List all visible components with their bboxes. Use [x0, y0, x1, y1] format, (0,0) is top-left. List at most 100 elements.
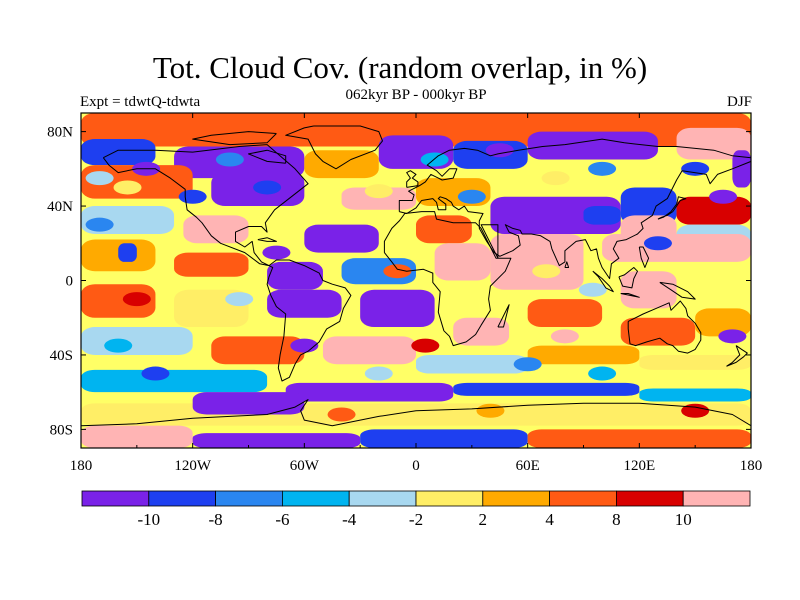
coastline: [248, 149, 287, 164]
colorbar-swatch: [682, 490, 751, 507]
colorbar-swatch: [281, 490, 350, 507]
anomaly-patch: [527, 345, 640, 365]
anomaly-patch: [81, 369, 268, 393]
anomaly-cell: [457, 189, 486, 204]
coastline: [81, 399, 751, 427]
y-tick-label: 80N: [47, 125, 73, 141]
anomaly-cell: [85, 171, 114, 186]
anomaly-patch: [285, 382, 454, 402]
anomaly-patch: [490, 196, 621, 234]
colorbar-swatch: [482, 490, 550, 507]
coastline: [102, 144, 309, 267]
anomaly-cell: [253, 180, 282, 195]
anomaly-patch: [732, 150, 751, 188]
anomaly-patch: [639, 354, 751, 370]
anomaly-patch: [304, 150, 379, 179]
anomaly-patch: [183, 215, 249, 244]
y-tick-label: 80S: [50, 422, 73, 438]
season-label: DJF: [726, 94, 752, 110]
coastline: [257, 237, 277, 242]
anomaly-patch: [81, 425, 193, 448]
anomaly-patch: [639, 388, 751, 402]
x-tick-label: 60W: [290, 458, 320, 474]
coastline: [627, 300, 702, 354]
anomaly-cell: [262, 245, 291, 260]
anomaly-cell: [681, 403, 710, 418]
x-tick-label: 0: [412, 458, 420, 474]
anomaly-patch: [695, 308, 751, 337]
colorbar-swatch: [415, 490, 484, 507]
anomaly-patch: [416, 215, 472, 244]
experiment-label: Expt = tdwtQ-tdwta: [80, 94, 201, 110]
anomaly-cell: [588, 366, 617, 381]
anomaly-cell: [532, 264, 561, 279]
anomaly-patch: [453, 382, 640, 396]
anomaly-cell: [709, 189, 738, 204]
anomaly-cell: [485, 143, 514, 158]
anomaly-cell: [364, 366, 393, 381]
y-tick-label: 0: [66, 274, 74, 290]
coastline: [383, 211, 512, 347]
anomaly-cell: [643, 236, 672, 251]
colorbar-swatch: [549, 490, 617, 507]
coastline: [406, 170, 419, 188]
anomaly-cell: [215, 152, 244, 167]
anomaly-patch: [434, 243, 491, 281]
coastline: [618, 267, 638, 289]
anomaly-patch: [620, 317, 696, 346]
colorbar: -10 -8 -6 -4 -2 2 4 8 10: [81, 490, 751, 529]
anomaly-patch: [676, 127, 751, 160]
y-tick-label: 40S: [50, 348, 73, 364]
x-tick-label: 120E: [623, 458, 655, 474]
anomaly-cell: [578, 282, 607, 297]
anomaly-cell: [411, 338, 440, 353]
colorbar-swatch: [348, 490, 417, 507]
colorbar-label: -10: [137, 510, 160, 529]
colorbar-label: 2: [479, 510, 488, 529]
anomaly-cell: [383, 264, 412, 279]
colorbar-label: -8: [209, 510, 223, 529]
y-tick-label: 40N: [47, 199, 73, 215]
subtitle: 062kyr BP - 000kyr BP: [345, 87, 487, 103]
anomaly-patch: [192, 433, 361, 448]
anomaly-patch: [360, 429, 528, 448]
anomaly-patch: [81, 327, 193, 355]
anomaly-cell: [85, 217, 114, 232]
anomaly-patch: [81, 403, 751, 426]
anomaly-patch: [267, 289, 342, 318]
anomaly-patch: [341, 187, 416, 210]
colorbar-label: 8: [612, 510, 621, 529]
anomaly-patch: [620, 271, 677, 309]
anomaly-cell: [681, 161, 710, 176]
coastline: [620, 293, 640, 298]
anomaly-cell: [364, 184, 393, 199]
x-tick-label: 60E: [516, 458, 540, 474]
anomaly-patch: [416, 354, 528, 374]
anomaly-patch: [81, 139, 156, 166]
coastline: [726, 345, 748, 367]
anomaly-cell: [718, 329, 747, 344]
anomaly-cell: [225, 292, 254, 307]
anomaly-cell: [122, 292, 151, 307]
map-axes: 180 120W 60W 0 60E 120E 180 80N 40N 0 40S 80S: [47, 113, 762, 474]
coastline: [266, 259, 352, 382]
anomaly-patch: [192, 392, 305, 415]
colorbar-swatch: [215, 490, 283, 507]
anomaly-patch: [527, 429, 751, 448]
colorbar-swatch: [616, 490, 684, 507]
colorbar-swatch: [148, 490, 217, 507]
anomaly-cell: [588, 161, 617, 176]
anomaly-patch: [267, 261, 323, 290]
anomaly-cell: [113, 180, 142, 195]
anomaly-cell: [327, 407, 356, 422]
coastline: [285, 125, 383, 170]
anomaly-patch: [490, 233, 584, 290]
anomaly-cell: [541, 171, 570, 186]
anomaly-cell: [550, 329, 579, 344]
anomaly-patch: [527, 131, 658, 160]
colorbar-label: 4: [545, 510, 554, 529]
anomaly-patch: [360, 289, 435, 328]
coastline: [659, 281, 696, 300]
page-title: Tot. Cloud Cov. (random overlap, in %): [152, 50, 648, 85]
